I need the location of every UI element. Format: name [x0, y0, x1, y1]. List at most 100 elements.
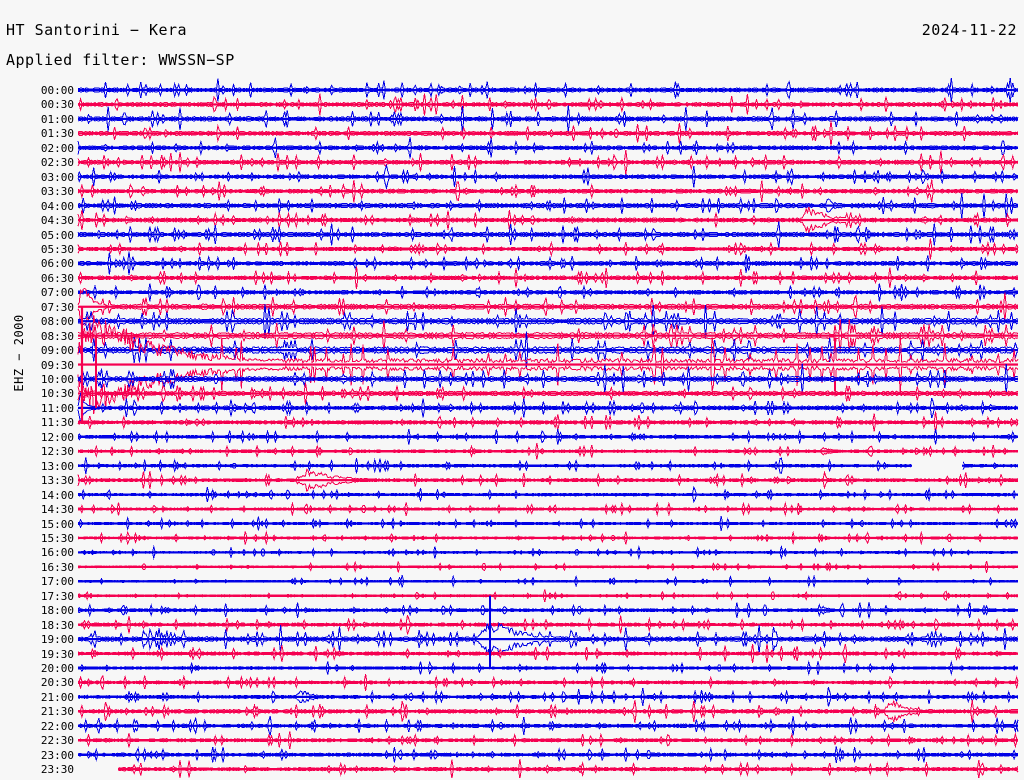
trace-row-0730	[77, 287, 1019, 326]
trace-row-0530	[77, 238, 1019, 260]
trace-row-2000	[77, 660, 1018, 676]
time-tick-0700: 07:00	[40, 286, 74, 300]
trace-row-1200	[77, 429, 1019, 445]
time-tick-1100: 11:00	[40, 401, 74, 415]
trace-row-2030	[77, 674, 1019, 691]
clipped-event-stroke-2	[489, 595, 491, 668]
time-tick-0330: 03:30	[40, 185, 74, 199]
trace-row-0230	[77, 150, 1019, 175]
time-tick-0100: 01:00	[40, 112, 74, 126]
time-tick-0730: 07:30	[40, 300, 74, 314]
trace-row-1630	[77, 560, 1019, 573]
time-tick-1030: 10:30	[40, 387, 74, 401]
time-tick-0430: 04:30	[40, 214, 74, 228]
seismogram-canvas	[77, 78, 1019, 778]
time-tick-1130: 11:30	[40, 416, 74, 430]
time-tick-1430: 14:30	[40, 503, 74, 517]
time-tick-1830: 18:30	[40, 618, 74, 632]
time-tick-1200: 12:00	[40, 430, 74, 444]
trace-row-0700	[77, 283, 1019, 302]
trace-row-1230	[77, 442, 1019, 460]
time-tick-1630: 16:30	[40, 560, 74, 574]
trace-row-0200	[77, 137, 1019, 159]
time-axis-ticks: 00:00 00:30 01:00 01:30 02:00 02:30 03:00 03:30…	[0, 78, 74, 778]
trace-row-0300	[77, 163, 1018, 190]
time-tick-1800: 18:00	[40, 604, 74, 618]
time-tick-0900: 09:00	[40, 344, 74, 358]
trace-row-2230	[78, 731, 1019, 750]
trace-row-1730	[77, 589, 1019, 603]
time-tick-1930: 19:30	[40, 647, 74, 661]
time-tick-1400: 14:00	[40, 488, 74, 502]
time-tick-0230: 02:30	[40, 156, 74, 170]
time-tick-2300: 23:00	[40, 748, 74, 762]
trace-row-0430	[77, 206, 1019, 234]
trace-row-0330	[77, 179, 1019, 203]
time-tick-1230: 12:30	[40, 445, 74, 459]
time-tick-1530: 15:30	[40, 531, 74, 545]
trace-row-1030	[77, 382, 1019, 405]
time-tick-1300: 13:00	[40, 459, 74, 473]
time-tick-0800: 08:00	[40, 315, 74, 329]
seismogram-plot	[0, 78, 1024, 778]
time-tick-2000: 20:00	[40, 662, 74, 675]
trace-row-0100	[77, 105, 1019, 133]
trace-row-0500	[77, 221, 1019, 248]
trace-row-0400	[77, 192, 1019, 219]
trace-row-1930	[77, 643, 1019, 664]
time-tick-0630: 06:30	[40, 271, 74, 285]
trace-row-1530	[77, 530, 1019, 546]
page-title: HT Santorini − Kera	[6, 21, 188, 39]
time-tick-0130: 01:30	[40, 127, 74, 141]
time-tick-2230: 22:30	[40, 734, 74, 748]
time-tick-2330: 23:30	[40, 763, 74, 777]
time-tick-0000: 00:00	[40, 84, 74, 97]
time-tick-2200: 22:00	[40, 719, 74, 733]
time-tick-2100: 21:00	[40, 690, 74, 704]
time-tick-0500: 05:00	[40, 228, 74, 242]
trace-row-1400	[77, 485, 1019, 504]
trace-row-1900	[77, 621, 1019, 657]
trace-row-2330	[118, 759, 1019, 778]
time-tick-1900: 19:00	[40, 633, 74, 647]
trace-row-0600	[77, 251, 1019, 276]
time-tick-0600: 06:00	[40, 257, 74, 271]
trace-row-1830	[77, 614, 1019, 635]
clipped-event-stroke-1	[95, 335, 97, 408]
trace-row-2130	[78, 699, 1019, 724]
recording-date: 2024-11-22	[921, 21, 1017, 39]
applied-filter-label: Applied filter: WWSSN−SP	[6, 51, 235, 69]
time-tick-0300: 03:00	[40, 170, 74, 184]
trace-row-1800	[77, 602, 1019, 619]
trace-row-1700	[77, 574, 1019, 589]
trace-row-1300	[77, 457, 1019, 474]
time-tick-1600: 16:00	[40, 546, 74, 560]
time-tick-0530: 05:30	[40, 242, 74, 256]
trace-row-1500	[77, 516, 1019, 531]
trace-row-1130	[77, 411, 1019, 434]
time-tick-1330: 13:30	[40, 474, 74, 488]
trace-row-2300	[77, 746, 1019, 763]
trace-row-0830	[77, 319, 1019, 353]
trace-row-2200	[78, 716, 1019, 736]
time-tick-1700: 17:00	[40, 575, 74, 589]
time-tick-1730: 17:30	[40, 589, 74, 603]
time-tick-0830: 08:30	[40, 329, 74, 343]
time-tick-1500: 15:00	[40, 517, 74, 531]
trace-row-1330	[77, 468, 1019, 493]
trace-row-0800	[77, 304, 1019, 339]
trace-row-0000	[77, 78, 1019, 103]
trace-row-0630	[77, 266, 1019, 290]
time-tick-0930: 09:30	[40, 358, 74, 372]
time-tick-0030: 00:30	[40, 98, 74, 112]
trace-row-1600	[77, 544, 1019, 561]
trace-row-0030	[77, 93, 1019, 116]
time-tick-0200: 02:00	[40, 141, 74, 155]
clipped-event-stroke-0	[80, 306, 84, 423]
trace-row-0930	[77, 315, 1019, 414]
trace-row-1000	[77, 363, 1019, 395]
trace-row-1100	[77, 391, 1019, 425]
trace-row-1430	[77, 501, 1019, 517]
time-tick-0400: 04:00	[40, 199, 74, 213]
